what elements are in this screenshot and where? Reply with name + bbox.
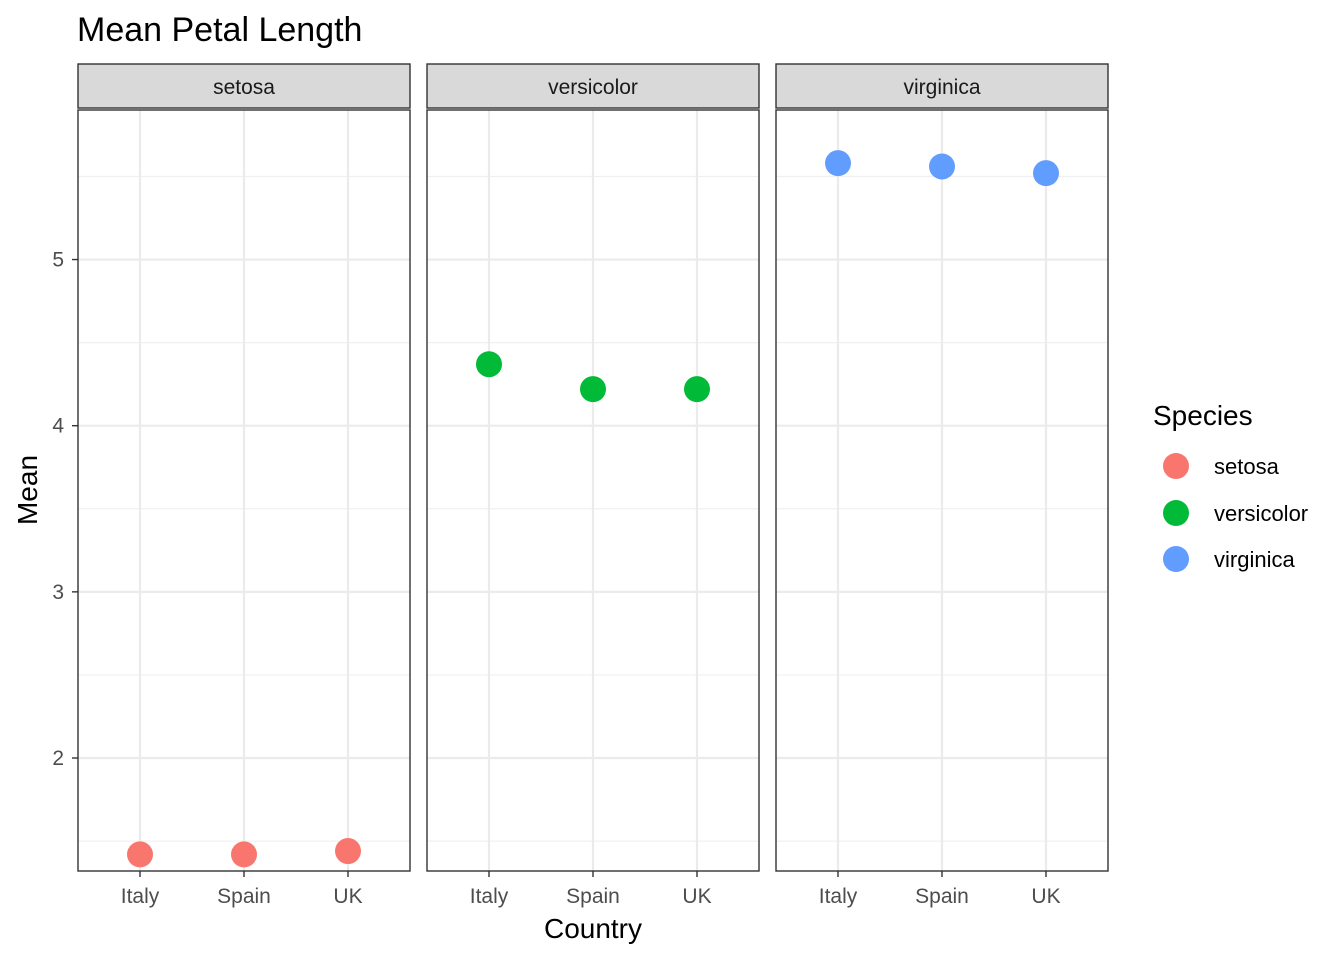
x-tick-label: Italy [470, 885, 509, 908]
data-point-setosa [127, 841, 153, 868]
legend-label: versicolor [1214, 501, 1308, 526]
x-tick-label: Spain [915, 885, 969, 908]
x-tick-label: Spain [217, 885, 271, 908]
x-tick-label: Italy [121, 885, 160, 908]
y-axis-label: Mean [12, 455, 43, 525]
x-axis-label: Country [544, 913, 642, 944]
data-point-virginica [929, 153, 955, 180]
data-point-setosa [335, 838, 361, 865]
y-tick-label: 5 [52, 249, 64, 272]
legend-title: Species [1153, 400, 1253, 431]
data-point-virginica [1033, 160, 1059, 187]
chart-title: Mean Petal Length [77, 11, 362, 49]
legend-key-setosa [1163, 453, 1189, 479]
legend-key-versicolor [1163, 500, 1189, 526]
x-tick-label: Italy [819, 885, 858, 908]
x-tick-label: UK [682, 885, 711, 908]
legend-label: virginica [1214, 547, 1295, 572]
y-tick-label: 2 [52, 747, 64, 770]
data-point-setosa [231, 841, 257, 868]
legend-label: setosa [1214, 454, 1280, 479]
facet-strip [775, 63, 1109, 109]
data-point-virginica [825, 150, 851, 177]
data-point-versicolor [684, 376, 710, 403]
y-tick-label: 3 [52, 581, 64, 604]
data-point-versicolor [476, 351, 502, 378]
facet-strip-label: virginica [903, 76, 980, 99]
facet-strip-label: versicolor [548, 76, 638, 99]
x-tick-label: UK [1031, 885, 1060, 908]
data-point-versicolor [580, 376, 606, 403]
facet-strip [426, 63, 760, 109]
facet-strip [77, 63, 411, 109]
x-tick-label: UK [333, 885, 362, 908]
legend-key-virginica [1163, 546, 1189, 572]
facet-strip-label: setosa [213, 76, 275, 99]
y-tick-label: 4 [52, 415, 64, 438]
x-tick-label: Spain [566, 885, 620, 908]
